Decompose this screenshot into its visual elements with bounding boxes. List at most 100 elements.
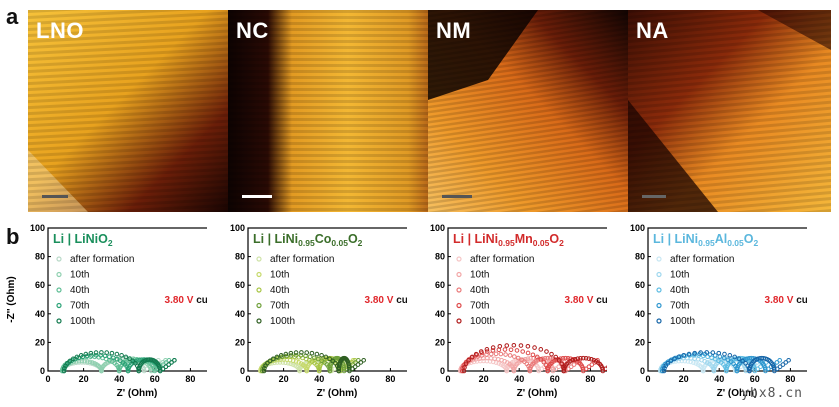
legend-label: 40th bbox=[670, 285, 689, 296]
data-point bbox=[665, 360, 671, 366]
data-point bbox=[586, 364, 592, 370]
data-point bbox=[777, 364, 783, 370]
legend-marker bbox=[456, 271, 462, 278]
data-point bbox=[550, 368, 556, 374]
data-point bbox=[490, 348, 496, 353]
series-markers bbox=[658, 350, 791, 374]
data-point bbox=[672, 356, 677, 362]
data-point bbox=[293, 352, 299, 358]
data-point bbox=[583, 366, 589, 372]
x-tick-label: 80 bbox=[785, 374, 795, 384]
y-tick-label: 80 bbox=[635, 252, 645, 262]
data-point bbox=[661, 368, 667, 374]
data-point bbox=[496, 361, 502, 366]
cutoff-label: 3.80 V cutoff bbox=[365, 295, 407, 306]
data-point bbox=[520, 349, 526, 354]
data-point bbox=[560, 355, 566, 361]
data-point bbox=[259, 368, 265, 374]
data-point bbox=[752, 366, 757, 372]
data-point bbox=[309, 350, 315, 356]
data-point bbox=[314, 351, 320, 357]
cutoff-label: 3.80 V cutoff bbox=[165, 295, 207, 306]
legend-label: 40th bbox=[70, 285, 89, 296]
series-markers bbox=[258, 350, 366, 374]
panel-b-label: b bbox=[6, 224, 20, 249]
tem-image-na: NA bbox=[628, 10, 831, 212]
x-axis-label: Z' (Ohm) bbox=[517, 388, 558, 399]
data-point bbox=[583, 355, 589, 361]
x-tick-label: 20 bbox=[279, 374, 289, 384]
y-tick-label: 80 bbox=[35, 252, 45, 262]
legend-marker bbox=[256, 287, 262, 293]
legend-label: after formation bbox=[70, 254, 134, 265]
data-point bbox=[786, 357, 791, 363]
y-tick-label: 40 bbox=[635, 309, 645, 319]
legend-label: after formation bbox=[470, 254, 534, 265]
data-point bbox=[355, 362, 361, 367]
data-point bbox=[668, 358, 674, 364]
data-point bbox=[462, 365, 467, 370]
y-tick-label: 60 bbox=[235, 280, 245, 290]
data-point bbox=[570, 357, 575, 363]
data-point bbox=[572, 356, 578, 362]
lattice-image bbox=[428, 10, 628, 212]
legend-label: 100th bbox=[70, 316, 95, 327]
chart-svg: 002020404060608080100100Z' (Ohm)Li | LiN… bbox=[430, 223, 607, 399]
data-point bbox=[712, 353, 718, 358]
y-tick-label: 100 bbox=[230, 223, 245, 233]
data-point bbox=[502, 347, 508, 352]
eis-chart-nm: 002020404060608080100100Z' (Ohm)Li | LiN… bbox=[402, 222, 607, 407]
eis-chart-lno: 002020404060608080100100Z' (Ohm)-Z'' (Oh… bbox=[2, 222, 207, 407]
data-point bbox=[492, 356, 497, 361]
x-tick-label: 40 bbox=[114, 374, 124, 384]
data-point bbox=[565, 355, 571, 361]
data-point bbox=[288, 353, 294, 358]
legend-label: 40th bbox=[470, 285, 489, 296]
y-tick-label: 20 bbox=[435, 337, 445, 347]
data-point bbox=[341, 368, 347, 374]
data-point bbox=[503, 352, 508, 357]
y-tick-label: 100 bbox=[430, 223, 445, 233]
y-tick-label: 20 bbox=[235, 337, 245, 347]
lattice-image bbox=[228, 10, 428, 212]
legend-label: 70th bbox=[670, 301, 689, 312]
data-point bbox=[774, 360, 780, 365]
data-point bbox=[109, 350, 115, 356]
data-point bbox=[463, 361, 469, 367]
data-point bbox=[763, 368, 768, 374]
data-point bbox=[307, 354, 313, 359]
chart-title: Li | LiNi0.95Co0.05O2 bbox=[253, 232, 363, 248]
data-point bbox=[575, 356, 581, 361]
data-point bbox=[681, 353, 686, 358]
data-point bbox=[532, 345, 537, 350]
data-point bbox=[88, 350, 94, 356]
tem-label: NM bbox=[436, 18, 472, 43]
data-point bbox=[589, 356, 594, 362]
watermark: ybx8.cn bbox=[741, 386, 803, 401]
data-point bbox=[553, 354, 559, 360]
data-point bbox=[172, 357, 177, 363]
tem-image-lno: LNO bbox=[28, 10, 228, 212]
legend-marker bbox=[56, 256, 62, 262]
legend-label: 70th bbox=[70, 301, 89, 312]
data-point bbox=[704, 350, 710, 355]
series-markers bbox=[458, 342, 607, 374]
legend-label: 40th bbox=[270, 285, 289, 296]
data-point bbox=[127, 356, 132, 362]
eis-chart-na: 002020404060608080100100Z' (Ohm)Li | LiN… bbox=[602, 222, 807, 407]
data-point bbox=[497, 344, 503, 349]
legend-marker bbox=[256, 302, 262, 309]
data-point bbox=[493, 351, 499, 357]
data-point bbox=[65, 360, 70, 366]
x-tick-label: 40 bbox=[314, 374, 324, 384]
data-point bbox=[603, 366, 607, 372]
data-point bbox=[539, 366, 544, 372]
x-tick-label: 20 bbox=[679, 374, 689, 384]
data-point bbox=[580, 366, 586, 372]
tem-image-nm: NM bbox=[428, 10, 628, 212]
data-point bbox=[563, 355, 568, 361]
data-point bbox=[586, 356, 592, 361]
y-tick-label: 40 bbox=[235, 309, 245, 319]
data-point bbox=[107, 354, 112, 359]
y-tick-label: 40 bbox=[435, 309, 445, 319]
